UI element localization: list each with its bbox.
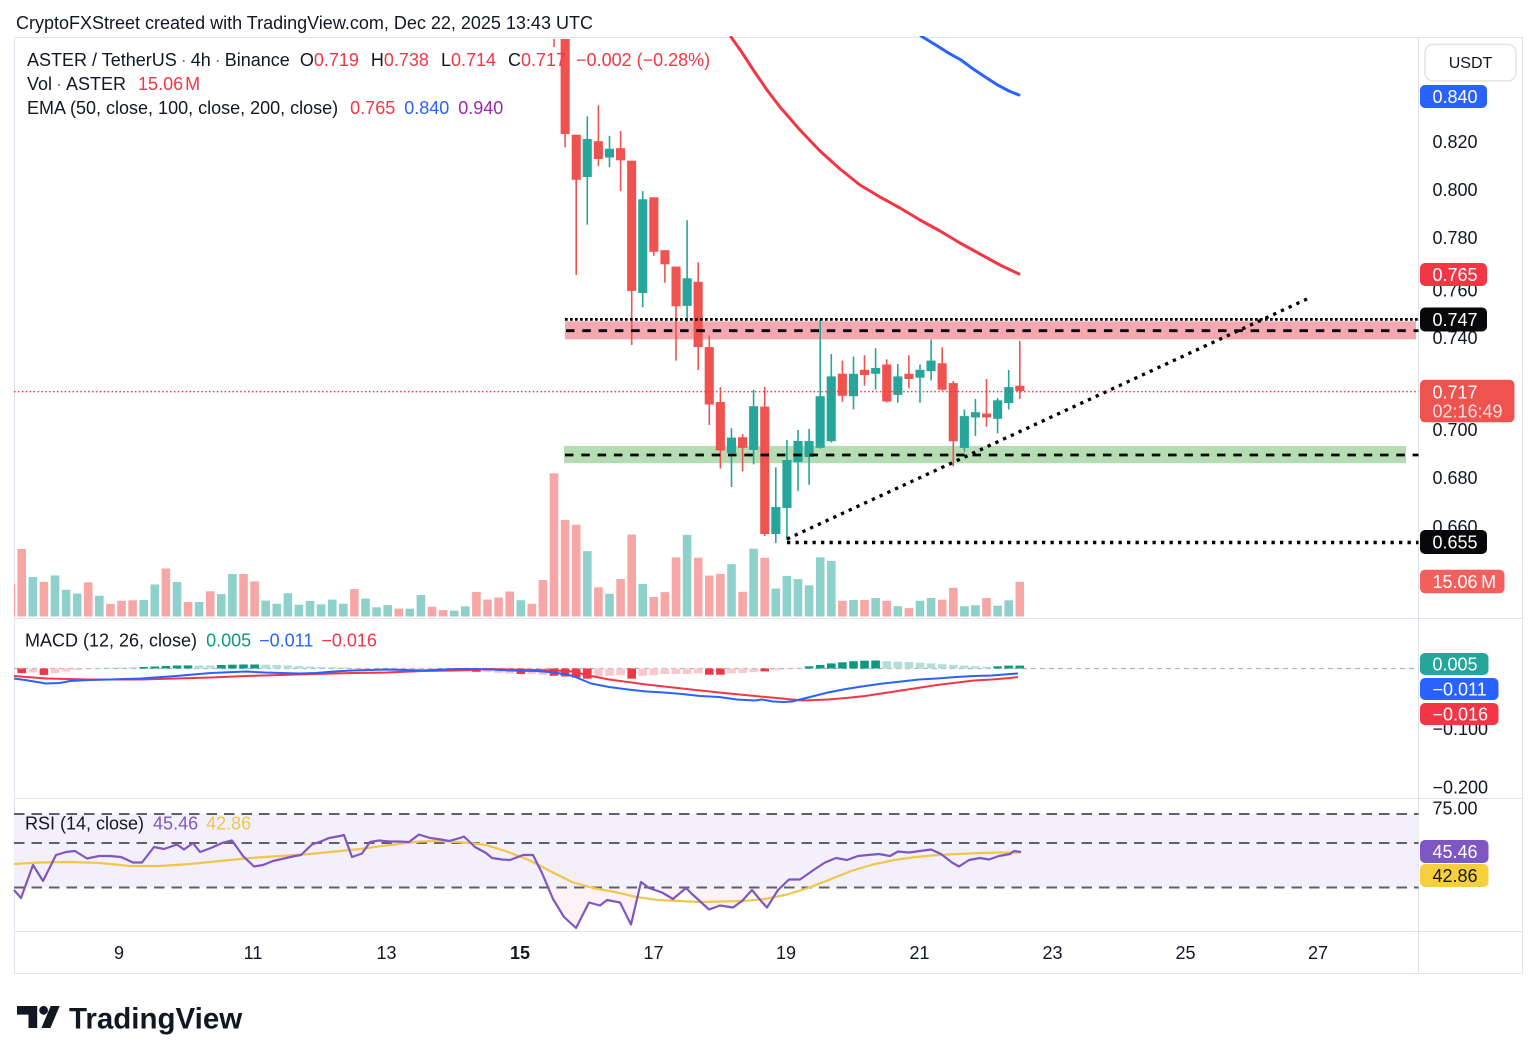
svg-text:75.00: 75.00	[1433, 799, 1478, 819]
svg-text:−0.200: −0.200	[1433, 777, 1489, 797]
svg-text:EMA (50, close, 100, close, 20: EMA (50, close, 100, close, 200, close) 0…	[27, 98, 503, 118]
svg-text:0.005: 0.005	[1433, 655, 1478, 675]
svg-text:TradingView: TradingView	[69, 1003, 242, 1036]
svg-text:9: 9	[114, 943, 124, 963]
svg-text:0.820: 0.820	[1433, 132, 1478, 152]
svg-text:0.747: 0.747	[1433, 310, 1478, 330]
svg-text:13: 13	[376, 943, 396, 963]
svg-text:0.655: 0.655	[1433, 533, 1478, 553]
svg-text:0.780: 0.780	[1433, 228, 1478, 248]
svg-text:42.86: 42.86	[1433, 866, 1478, 886]
svg-text:0.740: 0.740	[1433, 328, 1478, 348]
svg-text:MACD (12, 26, close)0.005−0.01: MACD (12, 26, close) 0.005 −0.011 −0.016	[25, 631, 377, 651]
svg-text:0.765: 0.765	[1433, 265, 1478, 285]
svg-text:25: 25	[1175, 943, 1195, 963]
svg-text:15.06 M: 15.06 M	[1433, 572, 1497, 592]
svg-text:USDT: USDT	[1449, 55, 1493, 72]
svg-text:45.46: 45.46	[1433, 842, 1478, 862]
svg-text:15: 15	[510, 943, 530, 963]
svg-text:−0.016: −0.016	[1433, 705, 1489, 725]
svg-text:0.840: 0.840	[1433, 87, 1478, 107]
svg-text:17: 17	[643, 943, 663, 963]
svg-text:0.717: 0.717	[1433, 383, 1478, 403]
svg-text:11: 11	[244, 943, 263, 963]
svg-text:19: 19	[776, 943, 796, 963]
svg-text:21: 21	[909, 943, 929, 963]
svg-text:0.700: 0.700	[1433, 420, 1478, 440]
svg-text:02:16:49: 02:16:49	[1433, 402, 1503, 422]
svg-text:CryptoFXStreet created with Tr: CryptoFXStreet created with TradingView.…	[16, 13, 593, 33]
svg-text:0.800: 0.800	[1433, 180, 1478, 200]
svg-text:0.680: 0.680	[1433, 468, 1478, 488]
svg-text:27: 27	[1308, 943, 1328, 963]
svg-text:−0.011: −0.011	[1433, 680, 1487, 700]
svg-text:23: 23	[1042, 943, 1062, 963]
